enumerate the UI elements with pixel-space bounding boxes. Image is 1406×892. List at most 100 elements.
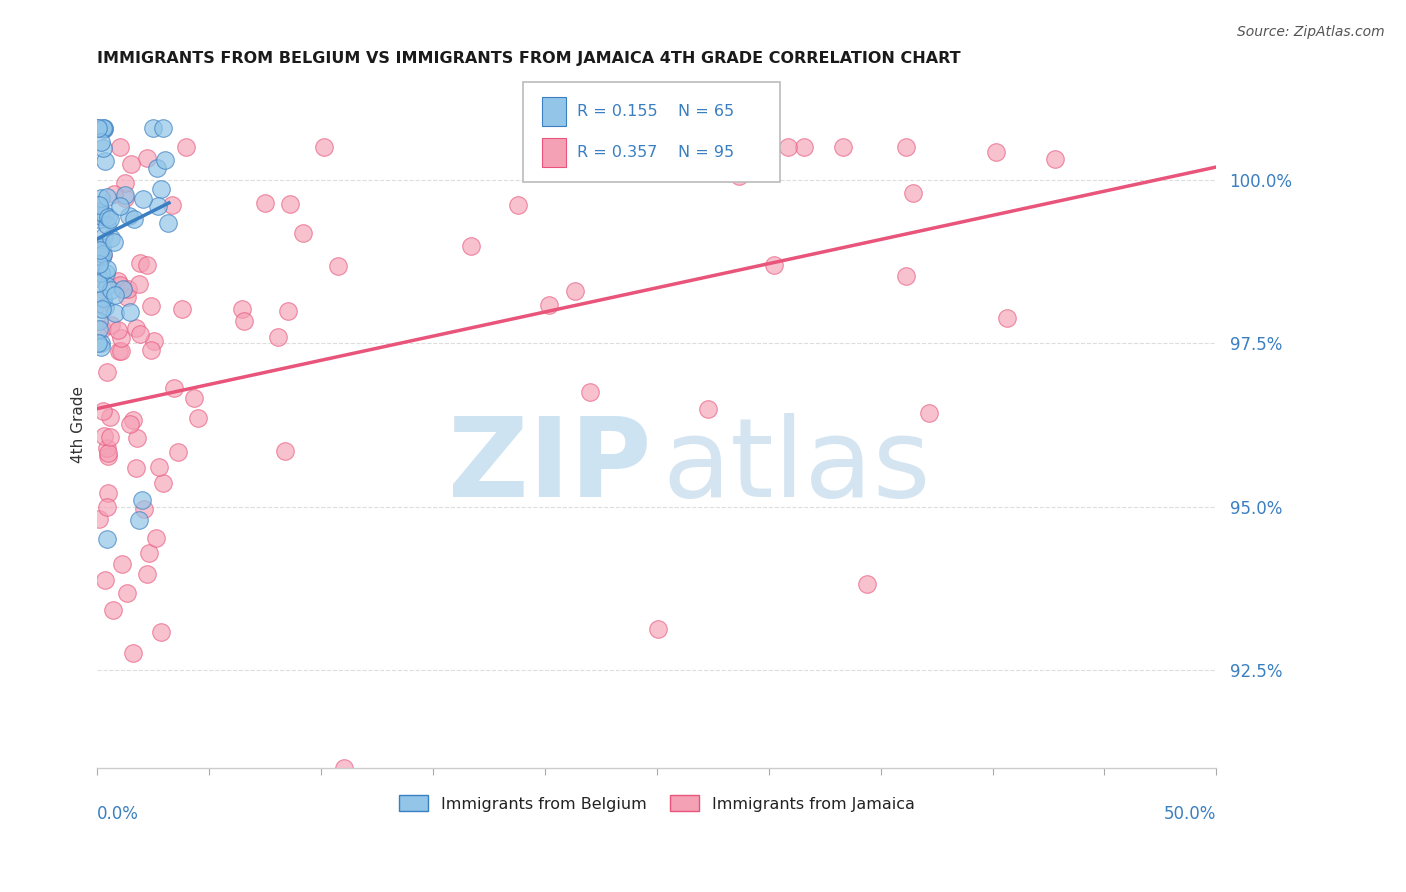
Point xyxy=(91,292,114,306)
Point xyxy=(93,208,115,222)
Point xyxy=(157,216,180,230)
Point xyxy=(90,302,112,317)
Point xyxy=(89,243,111,257)
Point xyxy=(132,501,155,516)
Point xyxy=(98,211,121,226)
Point xyxy=(326,259,349,273)
Point xyxy=(124,320,146,334)
Point xyxy=(896,140,918,154)
Text: 0.0%: 0.0% xyxy=(97,805,139,823)
Point xyxy=(132,192,155,206)
Point xyxy=(107,274,129,288)
Point xyxy=(90,210,112,224)
Point xyxy=(94,154,117,169)
Point xyxy=(91,247,114,261)
Point xyxy=(120,157,142,171)
Point xyxy=(97,486,120,500)
Point xyxy=(793,140,815,154)
Point xyxy=(110,331,132,345)
Text: IMMIGRANTS FROM BELGIUM VS IMMIGRANTS FROM JAMAICA 4TH GRADE CORRELATION CHART: IMMIGRANTS FROM BELGIUM VS IMMIGRANTS FR… xyxy=(97,51,960,66)
Point xyxy=(314,140,336,154)
Point xyxy=(103,602,125,616)
Point xyxy=(163,381,186,395)
Point xyxy=(103,306,125,320)
Point xyxy=(108,140,131,154)
Point xyxy=(86,244,108,259)
Text: atlas: atlas xyxy=(662,412,931,519)
Point xyxy=(129,256,152,270)
Legend: Immigrants from Belgium, Immigrants from Jamaica: Immigrants from Belgium, Immigrants from… xyxy=(392,789,921,818)
Point xyxy=(93,573,115,587)
Point xyxy=(128,326,150,341)
Point xyxy=(150,182,173,196)
Point xyxy=(292,226,315,240)
Point xyxy=(141,299,163,313)
Point xyxy=(91,141,114,155)
Point xyxy=(697,401,720,416)
Point xyxy=(100,284,122,298)
Point xyxy=(579,385,602,400)
Point xyxy=(160,198,183,212)
Text: Source: ZipAtlas.com: Source: ZipAtlas.com xyxy=(1237,25,1385,39)
Point xyxy=(87,512,110,526)
Point xyxy=(103,235,125,249)
Point xyxy=(984,145,1007,160)
Point xyxy=(110,278,132,293)
Point xyxy=(763,258,786,272)
Point xyxy=(728,169,751,183)
Point xyxy=(125,431,148,445)
Point xyxy=(103,187,125,202)
Point xyxy=(122,646,145,660)
Point xyxy=(253,196,276,211)
Point xyxy=(87,203,110,218)
Point xyxy=(98,410,121,425)
Point xyxy=(128,512,150,526)
Point xyxy=(89,322,111,336)
Point xyxy=(100,231,122,245)
Point xyxy=(97,210,120,224)
Point xyxy=(832,140,855,154)
Point xyxy=(91,248,114,262)
Point xyxy=(142,120,165,135)
Point xyxy=(96,279,118,293)
Point xyxy=(89,205,111,219)
Point xyxy=(100,318,122,332)
Point xyxy=(96,500,118,514)
Point xyxy=(538,298,561,312)
Point xyxy=(183,391,205,405)
FancyBboxPatch shape xyxy=(523,82,780,182)
Point xyxy=(278,197,301,211)
Point xyxy=(333,761,356,775)
Point xyxy=(152,475,174,490)
Point xyxy=(96,442,118,456)
Point xyxy=(231,302,253,317)
Point xyxy=(131,493,153,508)
Point xyxy=(114,188,136,202)
Point xyxy=(91,120,114,135)
Point xyxy=(96,219,118,233)
Point xyxy=(146,161,169,175)
Point xyxy=(96,262,118,277)
Point xyxy=(89,249,111,263)
Point xyxy=(114,191,136,205)
Point xyxy=(918,406,941,420)
Text: N = 95: N = 95 xyxy=(678,145,734,161)
Point xyxy=(96,532,118,546)
Point xyxy=(90,321,112,335)
Point xyxy=(152,120,174,135)
Point xyxy=(114,176,136,190)
Point xyxy=(86,276,108,290)
Point xyxy=(460,238,482,252)
Point xyxy=(166,445,188,459)
Point xyxy=(121,413,143,427)
Point xyxy=(87,335,110,350)
Point xyxy=(778,140,800,154)
Point xyxy=(118,305,141,319)
Point xyxy=(90,335,112,350)
Point xyxy=(90,340,112,354)
Point xyxy=(143,334,166,348)
Point xyxy=(87,314,110,328)
Point xyxy=(117,282,139,296)
Point xyxy=(107,323,129,337)
Point xyxy=(564,284,586,298)
